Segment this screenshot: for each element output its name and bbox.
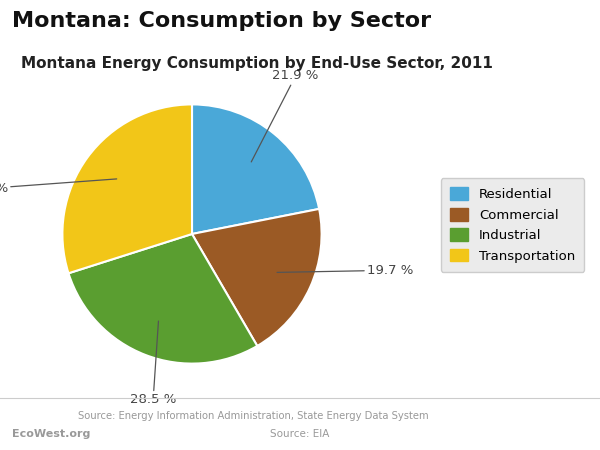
Text: Montana: Consumption by Sector: Montana: Consumption by Sector	[12, 11, 431, 31]
Text: 19.7 %: 19.7 %	[277, 264, 413, 277]
Text: EcoWest.org: EcoWest.org	[12, 429, 91, 439]
Legend: Residential, Commercial, Industrial, Transportation: Residential, Commercial, Industrial, Tra…	[440, 178, 584, 272]
Text: Source: Energy Information Administration, State Energy Data System: Source: Energy Information Administratio…	[78, 411, 428, 421]
Text: 29.9 %: 29.9 %	[0, 179, 116, 195]
Wedge shape	[192, 104, 319, 234]
Wedge shape	[68, 234, 257, 364]
Wedge shape	[192, 209, 322, 346]
Text: Source: EIA: Source: EIA	[271, 429, 329, 439]
Text: 21.9 %: 21.9 %	[251, 69, 319, 162]
Text: Montana Energy Consumption by End-Use Sector, 2011: Montana Energy Consumption by End-Use Se…	[21, 56, 493, 71]
Wedge shape	[62, 104, 192, 273]
Text: 28.5 %: 28.5 %	[130, 321, 176, 406]
